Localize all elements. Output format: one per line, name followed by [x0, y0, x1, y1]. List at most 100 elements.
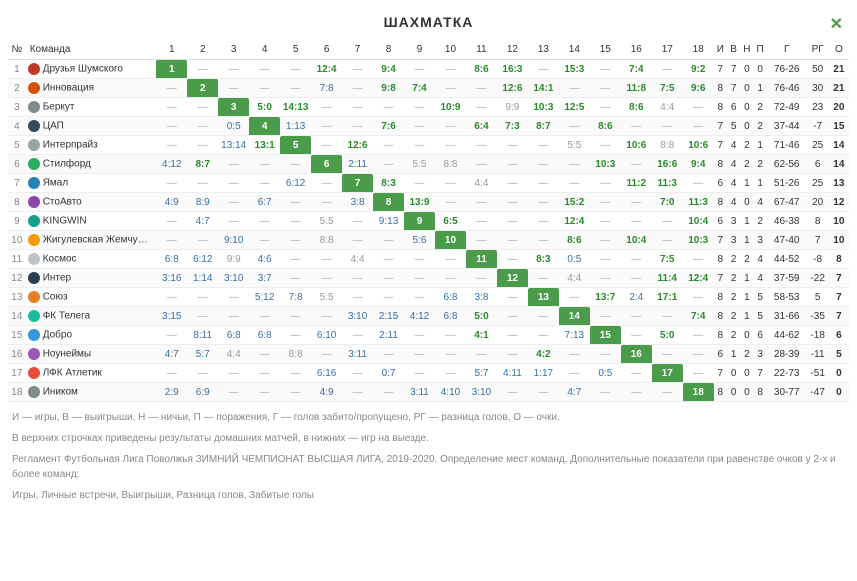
score-cell: —	[404, 60, 435, 79]
table-row[interactable]: 4ЦАП——0:541:13——7:6——6:47:38:7—8:6———750…	[8, 117, 849, 136]
score-cell: —	[280, 212, 311, 231]
score-cell: 12:4	[311, 60, 342, 79]
score-cell: 5:0	[466, 307, 497, 326]
score-cell: —	[497, 212, 528, 231]
score-cell: 5	[280, 136, 311, 155]
col-header: 17	[652, 40, 683, 60]
table-row[interactable]: 18Иником2:96:9———4:9——3:114:103:10——4:7—…	[8, 383, 849, 402]
table-row[interactable]: 5Интерпрайз——13:1413:15—12:6——————5:5—10…	[8, 136, 849, 155]
stat-cell: 0	[740, 60, 753, 79]
score-cell: —	[466, 231, 497, 250]
stat-cell: 1	[740, 307, 753, 326]
gd-cell: 50	[807, 60, 829, 79]
stat-cell: 3	[727, 212, 740, 231]
stat-cell: 7	[714, 231, 727, 250]
stat-cell: 7	[754, 364, 767, 383]
score-cell: —	[156, 364, 187, 383]
goals-cell: 44-52	[767, 250, 807, 269]
score-cell: —	[249, 345, 280, 364]
goals-cell: 22-73	[767, 364, 807, 383]
stat-cell: 8	[714, 250, 727, 269]
table-row[interactable]: 6Стилфорд4:128:7———62:11—5:58:8————10:3—…	[8, 155, 849, 174]
score-cell: 0:5	[590, 364, 621, 383]
score-cell: 2:9	[156, 383, 187, 402]
table-row[interactable]: 16Ноунеймы4:75:74:4—8:8—3:11—————4:2——16…	[8, 345, 849, 364]
table-row[interactable]: 12Интер3:161:143:103:7———————12—4:4——11:…	[8, 269, 849, 288]
score-cell: —	[559, 117, 590, 136]
score-cell: 8:6	[621, 98, 652, 117]
score-cell: 7:5	[652, 250, 683, 269]
score-cell: 18	[683, 383, 714, 402]
score-cell: —	[497, 345, 528, 364]
table-row[interactable]: 14ФК Телега3:15—————3:102:154:126:85:0——…	[8, 307, 849, 326]
table-row[interactable]: 2Инновация—2———7:8—9:87:4——12:614:1——11:…	[8, 79, 849, 98]
score-cell: —	[466, 269, 497, 288]
score-cell: —	[404, 364, 435, 383]
col-header: 11	[466, 40, 497, 60]
table-body: 1Друзья Шумского1————12:4—9:4——8:616:3—1…	[8, 60, 849, 402]
table-row[interactable]: 8СтоАвто4:98:9—6:7——3:8813:9————15:2——7:…	[8, 193, 849, 212]
table-row[interactable]: 7Ямал————6:12—78:3——4:4————11:211:3—6411…	[8, 174, 849, 193]
score-cell: —	[590, 383, 621, 402]
table-row[interactable]: 11Космос6:86:129:94:6——4:4———11—8:30:5——…	[8, 250, 849, 269]
score-cell: —	[311, 136, 342, 155]
row-num: 13	[8, 288, 26, 307]
score-cell: —	[528, 383, 559, 402]
score-cell: —	[342, 117, 373, 136]
gd-cell: 7	[807, 231, 829, 250]
stat-cell: 0	[740, 326, 753, 345]
table-row[interactable]: 10Жигулевская Жемчужи…——9:10——8:8——5:610…	[8, 231, 849, 250]
score-cell: —	[342, 79, 373, 98]
table-row[interactable]: 13Союз———5:127:85:5———6:83:8—13—13:72:41…	[8, 288, 849, 307]
score-cell: —	[187, 136, 218, 155]
col-header: 10	[435, 40, 466, 60]
table-row[interactable]: 17ЛФК Атлетик—————6:16—0:7——5:74:111:17—…	[8, 364, 849, 383]
score-cell: 4:12	[404, 307, 435, 326]
score-cell: —	[404, 326, 435, 345]
pts-cell: 8	[829, 250, 849, 269]
stat-cell: 4	[754, 193, 767, 212]
score-cell: —	[156, 231, 187, 250]
score-cell: 8:7	[187, 155, 218, 174]
stat-cell: 1	[754, 79, 767, 98]
score-cell: 7:13	[559, 326, 590, 345]
score-cell: 6:8	[435, 307, 466, 326]
team-name: Жигулевская Жемчужи…	[26, 231, 157, 250]
pts-cell: 14	[829, 136, 849, 155]
score-cell: 4:4	[652, 98, 683, 117]
score-cell: 9:8	[373, 79, 404, 98]
pts-cell: 21	[829, 60, 849, 79]
score-cell: 8:6	[559, 231, 590, 250]
team-icon	[28, 63, 40, 75]
score-cell: —	[683, 288, 714, 307]
col-header: 14	[559, 40, 590, 60]
score-cell: 6:4	[466, 117, 497, 136]
stat-cell: 6	[714, 174, 727, 193]
row-num: 6	[8, 155, 26, 174]
goals-cell: 51-26	[767, 174, 807, 193]
score-cell: —	[342, 383, 373, 402]
pts-cell: 14	[829, 155, 849, 174]
table-row[interactable]: 1Друзья Шумского1————12:4—9:4——8:616:3—1…	[8, 60, 849, 79]
score-cell: 13:9	[404, 193, 435, 212]
team-icon	[28, 139, 40, 151]
score-cell: 6:8	[435, 288, 466, 307]
table-row[interactable]: 15Добро—8:116:86:8—6:10—2:11——4:1——7:131…	[8, 326, 849, 345]
score-cell: —	[373, 345, 404, 364]
table-row[interactable]: 9KINGWIN—4:7———5:5—9:1396:5———12:4———10:…	[8, 212, 849, 231]
stat-cell: 8	[714, 79, 727, 98]
close-icon[interactable]: ✕	[830, 14, 843, 34]
score-cell: —	[466, 136, 497, 155]
score-cell: —	[435, 326, 466, 345]
pts-cell: 7	[829, 269, 849, 288]
score-cell: —	[311, 174, 342, 193]
stat-cell: 1	[740, 269, 753, 288]
stat-cell: 1	[754, 174, 767, 193]
table-row[interactable]: 3Беркут——35:014:13————10:9—9:910:312:5—8…	[8, 98, 849, 117]
score-cell: —	[218, 288, 249, 307]
score-cell: —	[280, 383, 311, 402]
score-cell: —	[435, 364, 466, 383]
score-cell: 13:7	[590, 288, 621, 307]
col-header: П	[754, 40, 767, 60]
score-cell: 4:10	[435, 383, 466, 402]
